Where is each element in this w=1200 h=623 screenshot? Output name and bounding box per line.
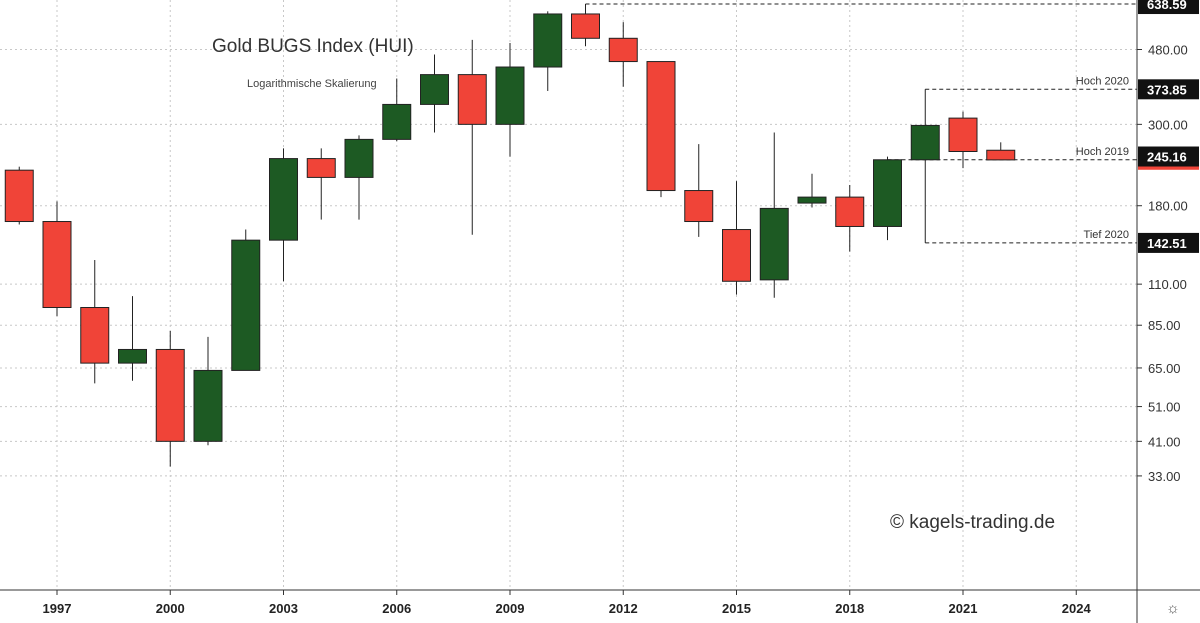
price-label: 245.16: [1147, 150, 1187, 165]
candle-body: [4, 169, 34, 223]
x-tick-label: 2012: [609, 601, 638, 616]
candle-body: [986, 149, 1016, 161]
candle-body: [797, 196, 827, 204]
x-tick-label: 2009: [496, 601, 525, 616]
candle-body: [155, 348, 185, 442]
candle-body: [910, 124, 940, 161]
candle-body: [533, 13, 563, 68]
y-tick-label: 51.00: [1148, 400, 1181, 415]
x-tick-label: 2018: [835, 601, 864, 616]
candle-body: [42, 221, 72, 309]
candle-body: [948, 117, 978, 152]
gear-icon[interactable]: ☼: [1166, 600, 1180, 617]
y-tick-label: 33.00: [1148, 469, 1181, 484]
annotation-label: Tief 2020: [1084, 229, 1129, 241]
candle-body: [835, 196, 865, 227]
candle-body: [118, 348, 147, 364]
x-tick-label: 2021: [949, 601, 978, 616]
price-label-box: [1138, 146, 1199, 167]
annotation-label: Hoch 2019: [1076, 146, 1129, 158]
watermark: © kagels-trading.de: [890, 512, 1056, 533]
x-tick-label: 2000: [156, 601, 185, 616]
price-label: 373.85: [1147, 82, 1187, 97]
x-tick-label: 1997: [43, 601, 72, 616]
candles: [4, 4, 1016, 467]
candle-body: [646, 61, 676, 192]
candle-body: [873, 159, 902, 227]
price-label: 142.51: [1147, 236, 1187, 251]
candle-body: [684, 190, 714, 223]
annotation-label: Allzeit-Hoch: [1070, 0, 1129, 2]
y-tick-label: 300.00: [1148, 117, 1188, 132]
x-tick-label: 2015: [722, 601, 751, 616]
price-label: 638.59: [1147, 0, 1187, 12]
chart-title: Gold BUGS Index (HUI): [212, 36, 414, 57]
candle-body: [193, 369, 223, 442]
price-label-box: [1138, 232, 1199, 253]
candle-body: [457, 74, 487, 125]
annotation-lines: Allzeit-Hoch Hoch 2020 Hoch 2019 Tief 2020: [585, 0, 1137, 244]
candle-body: [420, 74, 449, 105]
candle-body: [231, 239, 261, 371]
candle-body: [382, 103, 412, 140]
grid-lines: [0, 0, 1137, 590]
candle-body: [571, 13, 600, 39]
price-label-box: [1138, 0, 1199, 15]
price-label-box: [1138, 79, 1199, 100]
y-tick-label: 180.00: [1148, 199, 1188, 214]
y-tick-label: 85.00: [1148, 318, 1181, 333]
candle-body: [80, 307, 110, 364]
y-axis-labels: 33.00 41.00 51.00 65.00 85.00 110.00 142.51 180…: [1138, 0, 1199, 484]
y-tick-label: 41.00: [1148, 434, 1181, 449]
candle-body: [608, 37, 638, 63]
x-axis-labels: 1997 2000 2003 2006 2009 2012 2015 2018 2021 2024: [43, 601, 1092, 616]
candle-body: [495, 66, 525, 125]
x-tick-label: 2006: [382, 601, 411, 616]
candle-body: [269, 158, 298, 241]
y-tick-label: 480.00: [1148, 43, 1188, 58]
candle-body: [306, 158, 336, 178]
candle-body: [722, 229, 751, 282]
x-tick-label: 2024: [1062, 601, 1092, 616]
y-tick-label: 65.00: [1148, 361, 1181, 376]
candle-body: [344, 138, 374, 178]
candle-body: [759, 207, 789, 281]
y-tick-label: 110.00: [1148, 277, 1187, 292]
chart-subtitle: Logarithmische Skalierung: [247, 78, 377, 90]
x-tick-label: 2003: [269, 601, 298, 616]
annotation-label: Hoch 2020: [1076, 75, 1129, 87]
